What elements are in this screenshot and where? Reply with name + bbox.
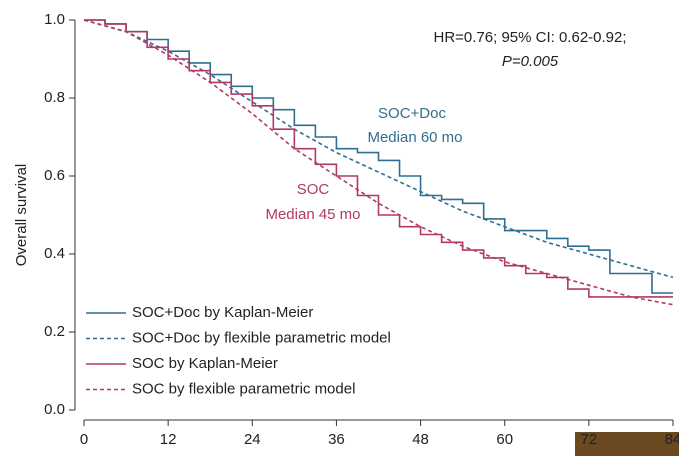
legend-label: SOC by flexible parametric model	[132, 380, 355, 397]
x-tick-label: 72	[581, 431, 598, 448]
group-annotation: SOC	[297, 181, 330, 198]
x-tick-label: 84	[665, 431, 679, 448]
y-tick-label: 0.4	[44, 245, 65, 262]
legend-label: SOC by Kaplan-Meier	[132, 355, 278, 372]
y-tick-label: 0.8	[44, 89, 65, 106]
x-tick-label: 36	[328, 431, 345, 448]
hr-annotation: HR=0.76; 95% CI: 0.62-0.92;	[433, 29, 626, 46]
y-tick-label: 0.2	[44, 323, 65, 340]
survival-curve	[83, 19, 674, 306]
median-annotation: Median 60 mo	[367, 129, 462, 146]
group-annotation: SOC+Doc	[378, 105, 446, 122]
x-tick-label: 60	[496, 431, 513, 448]
legend-label: SOC+Doc by flexible parametric model	[132, 329, 391, 346]
x-tick-label: 0	[80, 431, 88, 448]
median-annotation: Median 45 mo	[265, 206, 360, 223]
y-tick-label: 1.0	[44, 11, 65, 28]
photo-fragment	[575, 432, 679, 456]
y-tick-label: 0.6	[44, 167, 65, 184]
p-annotation: P=0.005	[502, 53, 559, 70]
x-tick-label: 24	[244, 431, 261, 448]
y-axis-label: Overall survival	[13, 164, 30, 267]
legend-label: SOC+Doc by Kaplan-Meier	[132, 304, 313, 321]
x-tick-label: 48	[412, 431, 429, 448]
x-tick-label: 12	[160, 431, 177, 448]
survival-curve	[84, 19, 673, 294]
y-tick-label: 0.0	[44, 401, 65, 418]
